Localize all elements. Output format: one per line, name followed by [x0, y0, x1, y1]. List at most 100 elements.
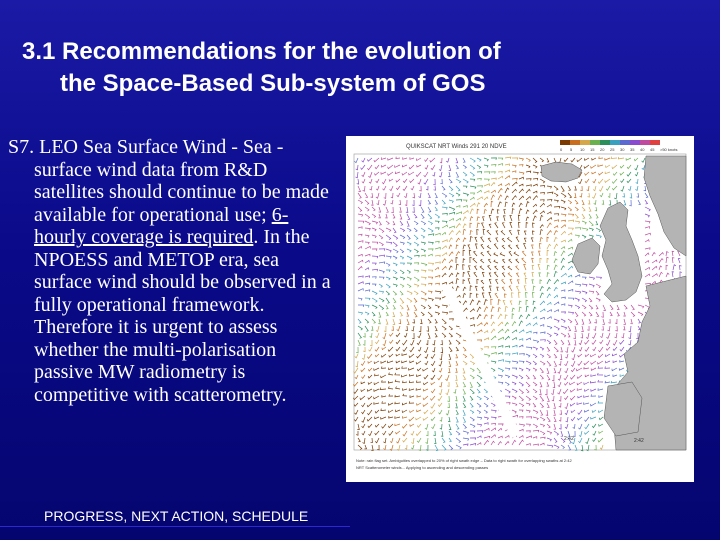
wind-barb — [416, 353, 422, 359]
wind-barb — [476, 278, 479, 285]
wind-barb — [494, 222, 499, 229]
wind-barb — [415, 430, 422, 437]
wind-barb — [455, 339, 461, 345]
wind-barb — [448, 251, 454, 257]
wind-barb — [539, 353, 545, 358]
wind-barb — [508, 285, 513, 292]
wind-barb — [483, 330, 489, 334]
wind-barb — [629, 199, 632, 207]
wind-barb — [462, 210, 469, 215]
wind-barb — [531, 244, 534, 250]
wind-barb — [597, 400, 603, 404]
wind-barb — [560, 346, 563, 353]
wind-barb — [679, 271, 683, 277]
wind-barb — [620, 178, 625, 184]
legend-swatch — [580, 140, 590, 145]
wind-barb — [353, 367, 359, 374]
wind-barb — [619, 374, 625, 377]
wind-barb — [497, 352, 503, 355]
wind-barb — [469, 443, 477, 446]
wind-barb — [504, 328, 510, 334]
wind-barb — [598, 409, 604, 413]
wind-barb — [416, 339, 422, 346]
wind-barb — [525, 188, 531, 194]
wind-barb — [546, 360, 552, 367]
wind-barb — [532, 436, 538, 439]
wind-barb — [511, 177, 518, 181]
wind-barb — [625, 157, 632, 161]
wind-barb — [399, 227, 406, 233]
wind-barb — [371, 255, 379, 259]
wind-barb — [553, 325, 560, 331]
wind-barb — [644, 226, 650, 229]
wind-barb — [658, 257, 664, 264]
wind-barb — [581, 276, 587, 280]
wind-barb — [532, 190, 538, 194]
legend-tick-label: 25 — [610, 147, 615, 152]
wind-barb — [399, 311, 403, 317]
wind-barb — [413, 234, 419, 240]
wind-barb — [455, 164, 459, 170]
wind-barb — [357, 206, 363, 212]
wind-barb — [553, 416, 557, 422]
wind-barb — [483, 416, 489, 420]
wind-barb — [455, 230, 461, 236]
wind-barb — [388, 415, 394, 419]
wind-barb — [427, 241, 434, 245]
wind-barb — [415, 388, 422, 391]
wind-barb — [406, 234, 411, 240]
wind-barb — [574, 318, 579, 325]
wind-barb — [483, 353, 491, 358]
wind-barb — [406, 290, 413, 295]
wind-barb — [511, 388, 518, 393]
wind-barb — [504, 402, 511, 405]
wind-barb — [385, 248, 392, 253]
wind-barb — [422, 402, 429, 407]
wind-barb — [490, 200, 494, 208]
wind-barb — [462, 374, 467, 381]
wind-barb — [518, 344, 524, 348]
wind-barb — [367, 360, 373, 364]
wind-barb — [496, 286, 499, 292]
wind-barb — [611, 353, 618, 357]
wind-barb — [441, 239, 448, 243]
wind-barb — [560, 272, 567, 278]
wind-barb — [665, 272, 670, 278]
wind-barb — [380, 360, 387, 364]
wind-barb — [567, 437, 572, 444]
wind-barb — [427, 269, 434, 273]
wind-barb — [546, 437, 552, 442]
wind-barb — [504, 305, 508, 313]
wind-barb — [574, 274, 581, 278]
wind-barb — [504, 163, 510, 167]
wind-barb — [430, 416, 436, 422]
wind-barb — [441, 281, 447, 285]
wind-barb — [560, 185, 565, 192]
wind-barb — [378, 297, 385, 303]
wind-barb — [490, 346, 497, 349]
wind-barb — [448, 339, 452, 345]
wind-barb — [553, 264, 558, 271]
wind-barb — [518, 314, 523, 320]
wind-barb — [516, 279, 520, 285]
wind-barb — [370, 325, 374, 331]
wind-barb — [560, 206, 567, 211]
wind-barb — [504, 321, 509, 327]
wind-barb — [355, 164, 359, 171]
wind-barb — [539, 214, 544, 222]
wind-barb — [483, 346, 489, 349]
wind-barb — [618, 367, 625, 371]
wind-barb — [356, 346, 359, 354]
wind-barb — [486, 245, 492, 250]
wind-barb — [557, 367, 562, 374]
wind-barb — [532, 402, 537, 408]
wind-barb — [504, 367, 511, 371]
wind-barb — [366, 416, 373, 422]
wind-barb — [560, 318, 566, 323]
wind-barb — [497, 359, 504, 362]
wind-barb — [373, 381, 380, 386]
wind-barb — [420, 227, 426, 233]
wind-barb — [609, 304, 614, 310]
wind-barb — [637, 325, 641, 331]
wind-barb — [584, 346, 590, 352]
